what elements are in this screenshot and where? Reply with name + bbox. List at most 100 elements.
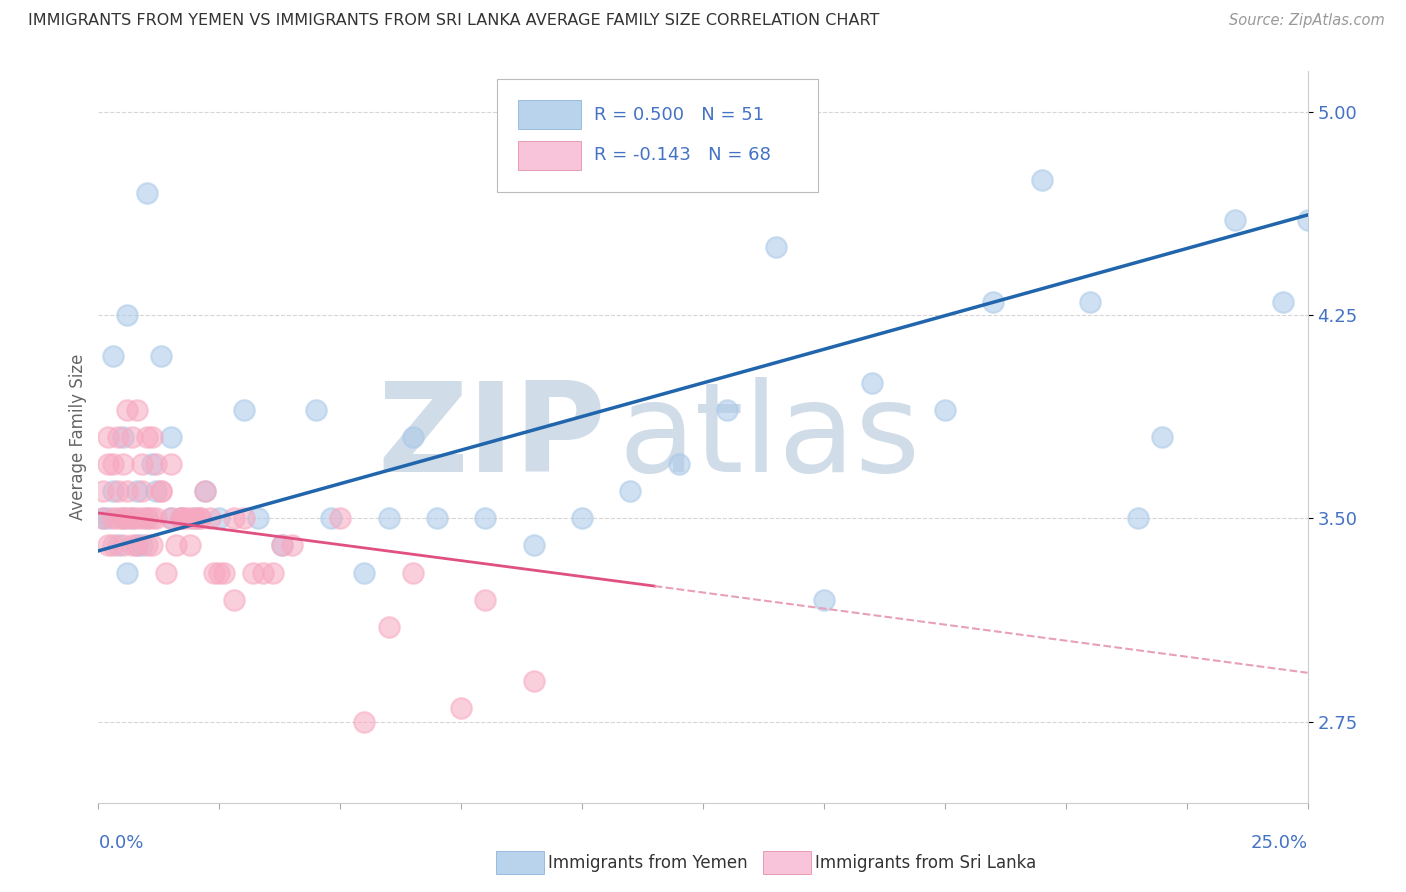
Point — [981, 294, 1004, 309]
Point — [127, 538, 149, 552]
Point — [184, 511, 207, 525]
Point — [150, 484, 173, 499]
Point — [402, 430, 425, 444]
Point — [450, 701, 472, 715]
Point — [117, 511, 139, 525]
Point — [169, 511, 191, 525]
Point — [232, 403, 254, 417]
Text: R = -0.143   N = 68: R = -0.143 N = 68 — [595, 146, 770, 164]
Point — [101, 484, 124, 499]
Point — [91, 484, 114, 499]
Point — [101, 457, 124, 471]
Y-axis label: Average Family Size: Average Family Size — [69, 354, 87, 520]
Point — [1272, 294, 1295, 309]
Point — [127, 538, 149, 552]
Point — [1152, 430, 1174, 444]
Point — [523, 538, 546, 552]
Point — [111, 511, 134, 525]
Point — [765, 240, 787, 254]
Point — [204, 566, 226, 580]
Point — [160, 511, 183, 525]
Point — [145, 511, 167, 525]
Point — [353, 714, 375, 729]
Point — [222, 511, 245, 525]
Point — [101, 511, 124, 525]
Point — [1031, 172, 1053, 186]
Point — [860, 376, 883, 390]
Point — [305, 403, 328, 417]
Point — [232, 511, 254, 525]
Point — [160, 457, 183, 471]
Point — [131, 484, 153, 499]
Point — [934, 403, 956, 417]
Point — [194, 484, 217, 499]
Text: ZIP: ZIP — [378, 376, 606, 498]
Text: Immigrants from Yemen: Immigrants from Yemen — [548, 854, 748, 871]
Bar — [517, 141, 581, 170]
Point — [212, 566, 235, 580]
Point — [135, 511, 157, 525]
Point — [91, 511, 114, 525]
Point — [247, 511, 270, 525]
Point — [141, 538, 163, 552]
Point — [271, 538, 294, 552]
Point — [121, 430, 143, 444]
Point — [91, 511, 114, 525]
Text: Immigrants from Sri Lanka: Immigrants from Sri Lanka — [815, 854, 1036, 871]
Point — [1223, 213, 1246, 227]
Point — [101, 538, 124, 552]
Point — [107, 430, 129, 444]
Point — [150, 484, 173, 499]
Point — [169, 511, 191, 525]
Point — [188, 511, 211, 525]
Point — [97, 457, 120, 471]
Point — [571, 511, 593, 525]
Text: atlas: atlas — [619, 376, 921, 498]
Point — [121, 511, 143, 525]
Point — [141, 457, 163, 471]
Point — [111, 457, 134, 471]
Point — [329, 511, 352, 525]
Point — [111, 430, 134, 444]
Point — [117, 308, 139, 322]
Point — [353, 566, 375, 580]
Point — [131, 511, 153, 525]
Point — [107, 511, 129, 525]
Point — [281, 538, 304, 552]
Point — [198, 511, 221, 525]
Point — [97, 430, 120, 444]
Point — [107, 484, 129, 499]
Point — [174, 511, 197, 525]
Point — [252, 566, 274, 580]
Point — [1296, 213, 1319, 227]
Point — [107, 538, 129, 552]
Point — [242, 566, 264, 580]
Point — [145, 484, 167, 499]
Point — [150, 349, 173, 363]
Point — [179, 511, 201, 525]
Point — [97, 511, 120, 525]
FancyBboxPatch shape — [498, 78, 818, 192]
Point — [141, 511, 163, 525]
Point — [377, 511, 399, 525]
Point — [716, 403, 738, 417]
Point — [121, 538, 143, 552]
Point — [135, 186, 157, 201]
Point — [160, 511, 183, 525]
Point — [127, 403, 149, 417]
Point — [135, 430, 157, 444]
Point — [117, 403, 139, 417]
Point — [127, 484, 149, 499]
Point — [222, 592, 245, 607]
Point — [111, 511, 134, 525]
Point — [135, 511, 157, 525]
Point — [1128, 511, 1150, 525]
Point — [426, 511, 449, 525]
Point — [155, 566, 177, 580]
Point — [208, 566, 231, 580]
Point — [319, 511, 342, 525]
Point — [131, 457, 153, 471]
Point — [121, 511, 143, 525]
Point — [165, 538, 187, 552]
Point — [194, 484, 217, 499]
